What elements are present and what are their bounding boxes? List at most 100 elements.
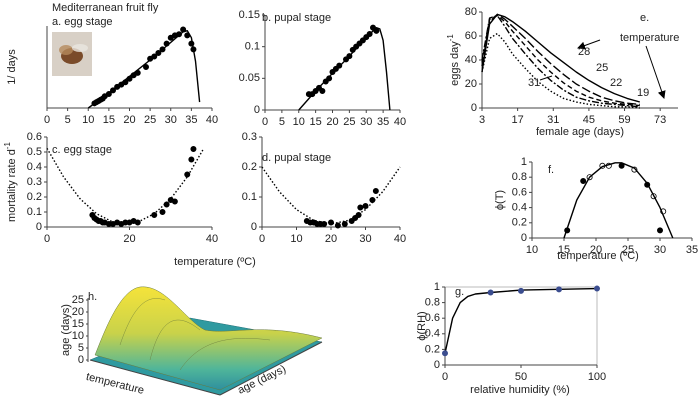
y-tick-label: 0 (251, 221, 257, 233)
x-axis-label: female age (days) (536, 126, 624, 138)
z-tick-label: 5 (78, 342, 84, 354)
data-point (188, 156, 195, 163)
plot-frame (444, 286, 598, 366)
z-tick-label: 25 (72, 294, 84, 306)
x-tick-label: 0 (442, 371, 448, 383)
y-tick-label: 0 (254, 104, 260, 116)
data-point (319, 88, 326, 95)
x-tick-label: 0 (44, 114, 50, 126)
y-tick-label: 0.1 (27, 206, 42, 218)
z-tick-label: 0 (78, 354, 84, 366)
x-tick-label: 25 (343, 116, 355, 128)
y-tick-label: 0.8 (512, 171, 527, 183)
curve (46, 147, 205, 225)
x-tick-label: 100 (588, 371, 606, 383)
x-tick-label: 20 (123, 114, 135, 126)
data-point (151, 211, 158, 218)
x-tick-label: 40 (394, 116, 406, 128)
panel-title: f. (548, 164, 554, 176)
y-tick-label: 0.4 (27, 161, 42, 173)
x-tick-label: 25 (622, 244, 634, 256)
curve (481, 14, 640, 108)
y-tick-label: 0.6 (27, 131, 42, 143)
series-label: 25 (596, 62, 608, 74)
curve (87, 30, 201, 109)
x-tick-label: 20 (590, 244, 602, 256)
y-tick-label: 0.1 (245, 41, 260, 53)
surface (87, 286, 323, 396)
y-tick-label: 1 (521, 156, 527, 168)
y-tick-label: 0.2 (425, 343, 440, 355)
arrow (645, 45, 666, 99)
x-tick-label: 10 (290, 233, 302, 245)
data-point (487, 289, 494, 296)
x-tick-label: 40 (394, 233, 406, 245)
y-tick-label: 0.6 (512, 186, 527, 198)
data-point (580, 177, 587, 184)
curve (261, 166, 401, 225)
y-tick-label: 0.3 (27, 176, 42, 188)
data-point (357, 204, 364, 211)
y-tick-label: 0.2 (27, 191, 42, 203)
panel-title: h. (88, 291, 97, 303)
label-sup: -1 (3, 142, 12, 150)
curve (481, 13, 640, 103)
y-tick-label: 0.5 (27, 146, 42, 158)
x-tick-label: 20 (326, 116, 338, 128)
leader-line (539, 75, 553, 81)
label-text: age (days) (60, 304, 72, 356)
data-point (159, 208, 166, 215)
curve (481, 14, 640, 107)
curve (563, 162, 674, 239)
y-tick-label: 0.6 (425, 312, 440, 324)
curve (481, 32, 640, 109)
x-tick-label: 35 (377, 116, 389, 128)
x-tick-label: 31 (547, 114, 559, 126)
x-tick-label: 5 (65, 114, 71, 126)
y-axis-label: ϕ(RH) (416, 311, 428, 340)
data-point (184, 171, 191, 178)
x-tick-label: 3 (479, 114, 485, 126)
y-tick-label: 20 (465, 78, 477, 90)
series-label: 28 (578, 46, 590, 58)
label-sup: -1 (446, 34, 455, 42)
arrow (577, 39, 601, 50)
y-tick-label: 0 (521, 232, 527, 244)
y-tick-label: 0.8 (425, 297, 440, 309)
z-tick-label: 20 (72, 306, 84, 318)
x-tick-label: 10 (293, 116, 305, 128)
series-label: 22 (610, 77, 622, 89)
x-tick-label: 30 (360, 116, 372, 128)
y-tick-label: 0 (36, 221, 42, 233)
x-tick-label: 35 (686, 244, 698, 256)
y-axis-label: age (days) (60, 304, 72, 356)
curve (481, 13, 640, 106)
y-tick-label: 0.4 (512, 202, 527, 214)
data-point (190, 145, 197, 152)
y-axis-label: mortality rate d-1 (3, 142, 18, 222)
data-point (556, 286, 563, 293)
x-tick-label: 0 (44, 233, 50, 245)
x-tick-label: 15 (558, 244, 570, 256)
y-tick-label: 0 (471, 102, 477, 114)
annotation: temperature (620, 32, 679, 44)
x-tick-label: 30 (359, 233, 371, 245)
y-tick-label: 60 (465, 30, 477, 42)
data-point (441, 350, 448, 357)
data-point (372, 187, 379, 194)
curve (298, 27, 391, 111)
label-text: ϕ(RH) (416, 311, 428, 340)
y-tick-label: 0.3 (242, 131, 257, 143)
series-label: 31 (528, 77, 540, 89)
label-text: mortality rate d (6, 149, 18, 222)
data-point (171, 198, 178, 205)
data-point (326, 75, 333, 82)
x-tick-label: 50 (515, 371, 527, 383)
label-text: 1/ days (6, 49, 18, 85)
curve (444, 287, 598, 354)
x-tick-label: 5 (279, 116, 285, 128)
x-tick-label: 45 (583, 114, 595, 126)
data-point (594, 285, 601, 292)
y-tick-label: 1 (434, 281, 440, 293)
figure-title: Mediterranean fruit fly (52, 2, 159, 14)
